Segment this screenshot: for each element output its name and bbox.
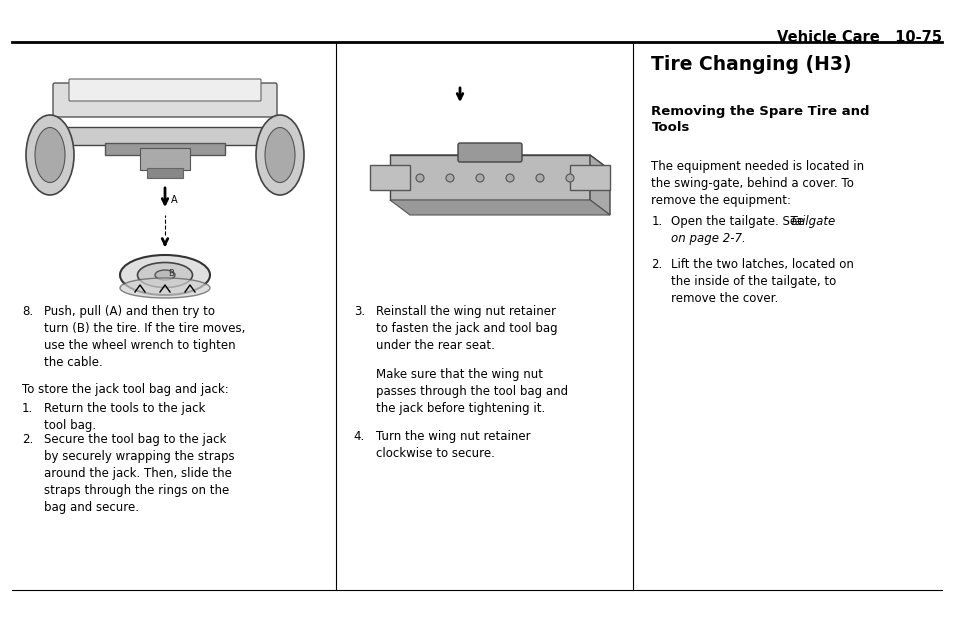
- FancyBboxPatch shape: [457, 143, 521, 162]
- Polygon shape: [390, 200, 609, 215]
- Text: 4.: 4.: [354, 430, 365, 443]
- Ellipse shape: [265, 128, 294, 182]
- Ellipse shape: [35, 128, 65, 182]
- Polygon shape: [390, 155, 589, 200]
- Polygon shape: [390, 155, 609, 170]
- Ellipse shape: [137, 262, 193, 288]
- Text: Tailgate: Tailgate: [789, 215, 835, 228]
- Text: To store the jack tool bag and jack:: To store the jack tool bag and jack:: [22, 383, 229, 396]
- Text: Open the tailgate. See: Open the tailgate. See: [671, 215, 808, 228]
- Text: Secure the tool bag to the jack
by securely wrapping the straps
around the jack.: Secure the tool bag to the jack by secur…: [44, 433, 234, 514]
- Circle shape: [505, 174, 514, 182]
- Text: A: A: [171, 195, 177, 205]
- Text: 3.: 3.: [354, 305, 365, 318]
- Text: The equipment needed is located in
the swing-gate, behind a cover. To
remove the: The equipment needed is located in the s…: [651, 160, 863, 207]
- Circle shape: [565, 174, 574, 182]
- Text: on page 2-7.: on page 2-7.: [671, 232, 745, 245]
- Text: Turn the wing nut retainer
clockwise to secure.: Turn the wing nut retainer clockwise to …: [375, 430, 530, 460]
- Polygon shape: [370, 165, 410, 190]
- Text: Reinstall the wing nut retainer
to fasten the jack and tool bag
under the rear s: Reinstall the wing nut retainer to faste…: [375, 305, 557, 352]
- Ellipse shape: [255, 115, 304, 195]
- Circle shape: [536, 174, 543, 182]
- Text: Lift the two latches, located on
the inside of the tailgate, to
remove the cover: Lift the two latches, located on the ins…: [671, 258, 854, 305]
- Polygon shape: [589, 155, 609, 215]
- Ellipse shape: [154, 270, 174, 280]
- Text: 8.: 8.: [22, 305, 33, 318]
- Ellipse shape: [120, 255, 210, 295]
- Polygon shape: [569, 165, 609, 190]
- Text: 1.: 1.: [22, 402, 33, 415]
- FancyBboxPatch shape: [53, 83, 276, 117]
- Text: Removing the Spare Tire and
Tools: Removing the Spare Tire and Tools: [651, 105, 869, 134]
- Text: Tire Changing (H3): Tire Changing (H3): [651, 55, 851, 74]
- Text: 2.: 2.: [651, 258, 662, 271]
- Circle shape: [416, 174, 423, 182]
- Text: B: B: [168, 269, 173, 279]
- FancyBboxPatch shape: [140, 148, 190, 170]
- Text: 2.: 2.: [22, 433, 33, 446]
- FancyBboxPatch shape: [65, 127, 265, 145]
- Text: Return the tools to the jack
tool bag.: Return the tools to the jack tool bag.: [44, 402, 205, 432]
- FancyBboxPatch shape: [147, 168, 183, 178]
- Ellipse shape: [120, 278, 210, 298]
- Text: 1.: 1.: [651, 215, 662, 228]
- Text: Push, pull (A) and then try to
turn (B) the tire. If the tire moves,
use the whe: Push, pull (A) and then try to turn (B) …: [44, 305, 245, 369]
- Circle shape: [446, 174, 454, 182]
- FancyBboxPatch shape: [69, 79, 261, 101]
- Text: Make sure that the wing nut
passes through the tool bag and
the jack before tigh: Make sure that the wing nut passes throu…: [375, 368, 567, 415]
- Ellipse shape: [26, 115, 74, 195]
- FancyBboxPatch shape: [105, 143, 225, 155]
- Text: Vehicle Care   10-75: Vehicle Care 10-75: [776, 30, 941, 45]
- Circle shape: [476, 174, 483, 182]
